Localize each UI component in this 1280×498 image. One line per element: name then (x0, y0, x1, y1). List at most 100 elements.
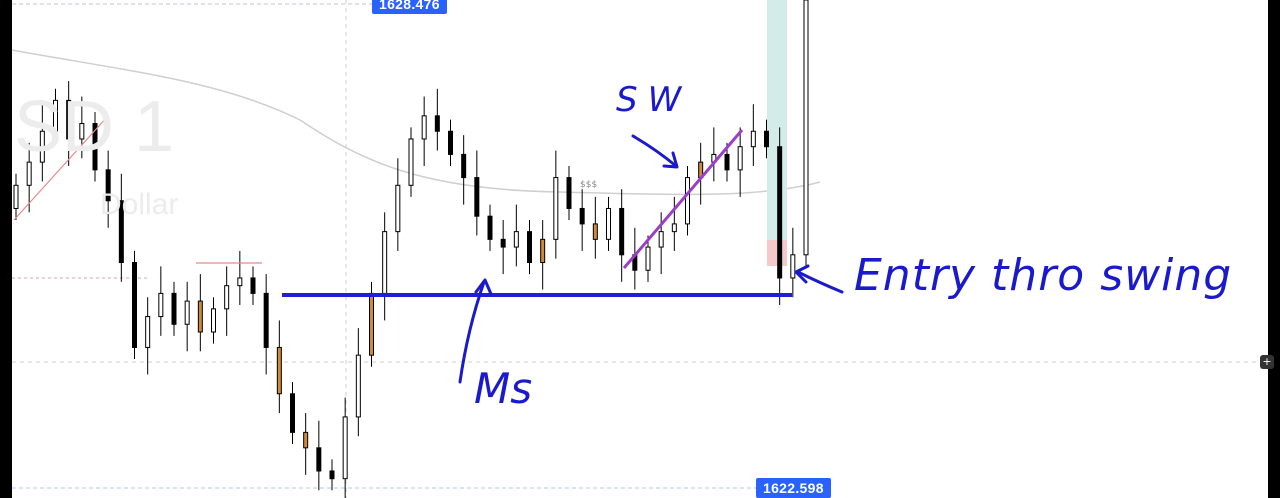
moving-average-layer (11, 49, 821, 196)
candle[interactable] (645, 235, 651, 282)
candle[interactable] (303, 413, 309, 475)
candle-body (39, 130, 45, 163)
grid (12, 0, 1268, 498)
candle[interactable] (750, 104, 756, 166)
candle[interactable] (421, 96, 427, 166)
sw-arrow-shaft (631, 134, 678, 168)
candle[interactable] (355, 328, 361, 437)
candle[interactable] (474, 150, 480, 236)
candle[interactable] (132, 250, 137, 360)
candle[interactable] (158, 266, 164, 336)
candle[interactable] (685, 166, 690, 236)
candle[interactable] (329, 459, 335, 491)
candle[interactable] (66, 81, 72, 166)
candle[interactable] (263, 274, 269, 375)
candle-body (448, 130, 453, 155)
candle[interactable] (290, 382, 295, 444)
candle-body (500, 238, 506, 248)
candle[interactable] (777, 127, 783, 305)
candle[interactable] (224, 266, 230, 336)
bottom-price-label: 1622.598 (756, 478, 831, 498)
candle-body (237, 277, 243, 287)
candle[interactable] (316, 420, 322, 491)
candle[interactable] (211, 297, 216, 344)
candle[interactable] (448, 119, 453, 166)
candle[interactable] (527, 220, 532, 275)
candle[interactable] (250, 266, 256, 305)
candle[interactable] (790, 227, 796, 298)
candle[interactable] (671, 196, 677, 251)
candle[interactable] (553, 150, 559, 259)
drawings-layer[interactable] (13, 115, 792, 297)
candle-body (184, 300, 190, 325)
candle-body (658, 231, 664, 248)
candle[interactable] (237, 250, 243, 305)
candle-body (26, 161, 32, 186)
candle[interactable] (342, 397, 348, 498)
ms-arrow-shaft (458, 280, 486, 384)
candle[interactable] (540, 220, 546, 290)
candle[interactable] (606, 196, 611, 251)
candle[interactable] (92, 111, 98, 182)
candle[interactable] (53, 88, 58, 143)
candle-body (553, 177, 559, 240)
candle-body (158, 292, 164, 318)
candle[interactable] (197, 274, 203, 352)
candle[interactable] (513, 204, 519, 267)
sw-arrow-head (662, 151, 679, 169)
candle[interactable] (434, 88, 440, 151)
candle[interactable] (171, 281, 177, 336)
candle-body (671, 223, 677, 233)
candle[interactable] (145, 297, 151, 375)
candle-body (434, 115, 440, 132)
candle-body (764, 130, 769, 148)
candle-body (685, 177, 690, 225)
candle[interactable] (184, 281, 190, 352)
candle[interactable] (118, 173, 124, 282)
sw-trendline (622, 129, 744, 269)
candle[interactable] (487, 204, 493, 251)
candle[interactable] (579, 189, 585, 251)
left-trendline (13, 115, 109, 221)
candle-body (803, 0, 809, 256)
candle-body (303, 431, 309, 449)
candle[interactable] (395, 158, 401, 251)
candle[interactable] (461, 135, 467, 205)
candle-body (566, 177, 572, 209)
candle-body (132, 262, 137, 348)
candle-body (105, 169, 111, 202)
candle[interactable] (764, 119, 769, 159)
candle[interactable] (737, 127, 743, 197)
candle[interactable] (13, 173, 19, 221)
candle[interactable] (26, 142, 32, 213)
candle[interactable] (79, 96, 85, 159)
candle[interactable] (619, 189, 625, 282)
entry-arrow-shaft (796, 270, 844, 294)
candle-body (487, 215, 493, 240)
candle[interactable] (276, 320, 282, 414)
candle-body (13, 184, 19, 209)
candle[interactable] (803, 0, 809, 267)
candle-body (118, 200, 124, 264)
candle-body (750, 130, 756, 148)
candle-body (171, 292, 177, 325)
candle-body (421, 115, 427, 140)
candle[interactable] (408, 127, 414, 197)
candle-body (645, 246, 651, 271)
candle-body (592, 223, 598, 240)
candle-body (382, 231, 388, 294)
top-price-label: 1628.476 (372, 0, 447, 14)
candle-body (316, 447, 322, 472)
candle-body (737, 146, 743, 171)
candle[interactable] (500, 220, 506, 275)
liquidity-label: $$$ (580, 180, 598, 190)
candle[interactable] (105, 150, 111, 228)
candle[interactable] (566, 166, 572, 221)
candle-body (290, 393, 295, 433)
zone-layer (767, 0, 787, 266)
candle[interactable] (39, 104, 45, 182)
crosshair-plus-icon[interactable]: + (1260, 355, 1274, 369)
candle-body (79, 123, 85, 140)
candle[interactable] (592, 196, 598, 259)
